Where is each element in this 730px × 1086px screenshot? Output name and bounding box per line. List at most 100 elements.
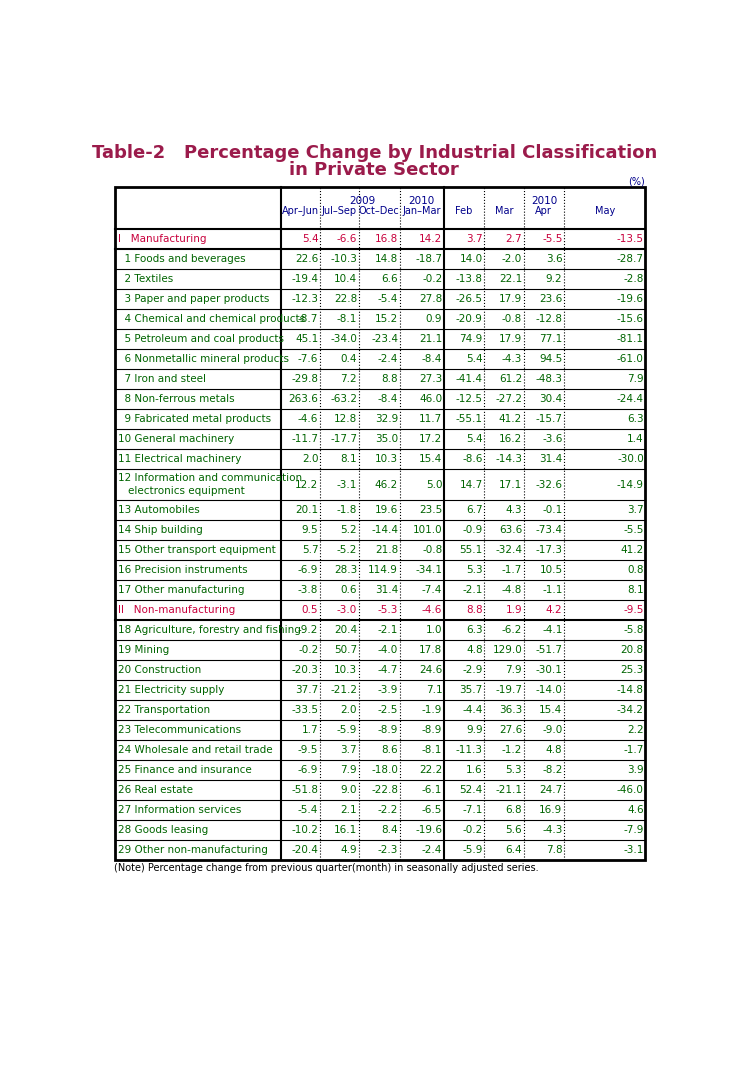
Text: 6.6: 6.6 [382, 274, 398, 283]
Text: -0.2: -0.2 [462, 825, 483, 835]
Text: 14.8: 14.8 [375, 254, 398, 264]
Text: 14.2: 14.2 [419, 233, 442, 244]
Text: -2.0: -2.0 [502, 254, 522, 264]
Text: 7.9: 7.9 [506, 665, 522, 675]
Text: 16.2: 16.2 [499, 434, 522, 444]
Text: -8.2: -8.2 [542, 766, 562, 775]
Text: II   Non-manufacturing: II Non-manufacturing [118, 605, 235, 615]
Text: 35.0: 35.0 [375, 434, 398, 444]
Text: -7.4: -7.4 [422, 585, 442, 595]
Text: -19.7: -19.7 [495, 685, 522, 695]
Text: 94.5: 94.5 [539, 354, 562, 364]
Text: 46.0: 46.0 [419, 394, 442, 404]
Text: 17.9: 17.9 [499, 294, 522, 304]
Text: 16.1: 16.1 [334, 825, 357, 835]
Text: 3 Paper and paper products: 3 Paper and paper products [118, 294, 269, 304]
Text: 5.7: 5.7 [301, 545, 318, 555]
Text: 15.2: 15.2 [375, 314, 398, 324]
Text: 3.9: 3.9 [627, 766, 644, 775]
Text: -5.4: -5.4 [298, 805, 318, 816]
Text: -9.2: -9.2 [298, 626, 318, 635]
Text: 27 Information services: 27 Information services [118, 805, 241, 816]
Text: 31.4: 31.4 [375, 585, 398, 595]
Text: 114.9: 114.9 [368, 565, 398, 574]
Text: 2.1: 2.1 [340, 805, 357, 816]
Text: 9 Fabricated metal products: 9 Fabricated metal products [118, 414, 271, 424]
Text: electronics equipment: electronics equipment [128, 485, 245, 495]
Text: -14.3: -14.3 [495, 454, 522, 464]
Text: -8.4: -8.4 [378, 394, 398, 404]
Text: -5.5: -5.5 [542, 233, 562, 244]
Text: 25 Finance and insurance: 25 Finance and insurance [118, 766, 251, 775]
Text: 25.3: 25.3 [620, 665, 644, 675]
Text: -18.7: -18.7 [415, 254, 442, 264]
Text: 101.0: 101.0 [412, 525, 442, 535]
Text: (Note) Percentage change from previous quarter(month) in seasonally adjusted ser: (Note) Percentage change from previous q… [115, 863, 539, 873]
Text: -4.1: -4.1 [542, 626, 562, 635]
Text: -81.1: -81.1 [617, 334, 644, 344]
Text: May: May [594, 206, 615, 216]
Text: 5.3: 5.3 [506, 766, 522, 775]
Text: 8.1: 8.1 [340, 454, 357, 464]
Text: -20.9: -20.9 [456, 314, 483, 324]
Text: -21.1: -21.1 [495, 785, 522, 795]
Text: 8.4: 8.4 [382, 825, 398, 835]
Text: -4.6: -4.6 [422, 605, 442, 615]
Text: -55.1: -55.1 [456, 414, 483, 424]
Text: -34.2: -34.2 [617, 705, 644, 715]
Text: 17.1: 17.1 [499, 480, 522, 490]
Text: -12.5: -12.5 [456, 394, 483, 404]
Text: 0.9: 0.9 [426, 314, 442, 324]
Text: 6 Nonmetallic mineral products: 6 Nonmetallic mineral products [118, 354, 288, 364]
Text: 27.6: 27.6 [499, 725, 522, 735]
Text: -1.2: -1.2 [502, 745, 522, 755]
Text: -4.6: -4.6 [298, 414, 318, 424]
Text: -0.1: -0.1 [542, 505, 562, 515]
Text: -5.9: -5.9 [337, 725, 357, 735]
Text: 0.4: 0.4 [341, 354, 357, 364]
Text: -22.8: -22.8 [371, 785, 398, 795]
Text: 8.6: 8.6 [382, 745, 398, 755]
Text: Jul–Sep: Jul–Sep [322, 206, 357, 216]
Text: -8.1: -8.1 [337, 314, 357, 324]
Text: 35.7: 35.7 [459, 685, 483, 695]
Text: -15.6: -15.6 [617, 314, 644, 324]
Text: 2.7: 2.7 [506, 233, 522, 244]
Text: -7.6: -7.6 [298, 354, 318, 364]
Text: 21.1: 21.1 [419, 334, 442, 344]
Text: 31.4: 31.4 [539, 454, 562, 464]
Text: 37.7: 37.7 [295, 685, 318, 695]
Text: 0.8: 0.8 [627, 565, 644, 574]
Text: 9.0: 9.0 [341, 785, 357, 795]
Text: Apr–Jun: Apr–Jun [282, 206, 319, 216]
Text: 27.3: 27.3 [419, 374, 442, 384]
Text: -51.7: -51.7 [535, 645, 562, 655]
Text: 15.4: 15.4 [419, 454, 442, 464]
Text: -29.8: -29.8 [291, 374, 318, 384]
Text: -30.0: -30.0 [617, 454, 644, 464]
Text: -8.6: -8.6 [462, 454, 483, 464]
Text: -1.9: -1.9 [422, 705, 442, 715]
Text: 129.0: 129.0 [493, 645, 522, 655]
Text: 2010: 2010 [409, 197, 435, 206]
Text: -0.2: -0.2 [298, 645, 318, 655]
Text: 20 Construction: 20 Construction [118, 665, 201, 675]
Text: -2.1: -2.1 [462, 585, 483, 595]
Text: 11 Electrical machinery: 11 Electrical machinery [118, 454, 241, 464]
Text: 2.0: 2.0 [341, 705, 357, 715]
Text: -28.7: -28.7 [617, 254, 644, 264]
Text: -11.3: -11.3 [456, 745, 483, 755]
Text: 29 Other non-manufacturing: 29 Other non-manufacturing [118, 845, 267, 856]
Text: Feb: Feb [456, 206, 473, 216]
Text: 0.6: 0.6 [341, 585, 357, 595]
Text: 14.0: 14.0 [459, 254, 483, 264]
Text: -5.2: -5.2 [337, 545, 357, 555]
Text: -2.4: -2.4 [378, 354, 398, 364]
Text: 55.1: 55.1 [459, 545, 483, 555]
Text: 36.3: 36.3 [499, 705, 522, 715]
Text: 10.3: 10.3 [334, 665, 357, 675]
Text: 22.6: 22.6 [295, 254, 318, 264]
Text: 3.7: 3.7 [627, 505, 644, 515]
Text: 23.5: 23.5 [419, 505, 442, 515]
Text: 8.8: 8.8 [382, 374, 398, 384]
